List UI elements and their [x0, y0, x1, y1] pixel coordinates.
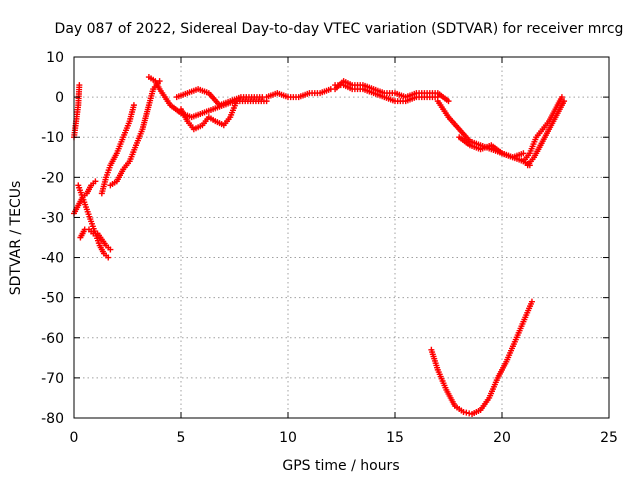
x-tick-label: 5: [177, 430, 186, 446]
data-point: [561, 98, 568, 105]
grid: [74, 57, 609, 418]
series-seg-j: [263, 86, 334, 101]
data-marks: [71, 74, 568, 417]
series-seg-e: [98, 102, 137, 197]
chart-title: Day 087 of 2022, Sidereal Day-to-day VTE…: [55, 21, 624, 37]
series-seg-q: [428, 298, 535, 417]
y-tick-label: -70: [41, 371, 64, 387]
y-tick-label: -50: [41, 291, 64, 307]
series-seg-n: [456, 134, 527, 161]
y-tick-label: -40: [41, 251, 64, 267]
y-tick-label: -60: [41, 331, 64, 347]
x-axis-label: GPS time / hours: [282, 458, 399, 474]
series-seg-d: [77, 226, 114, 253]
series-seg-c: [75, 182, 112, 261]
data-point: [92, 178, 99, 185]
x-tick-label: 25: [600, 430, 618, 446]
y-tick-label: -10: [41, 130, 64, 146]
series-seg-p: [524, 98, 568, 169]
y-tick-label: -80: [41, 411, 64, 427]
data-point: [558, 94, 565, 101]
y-tick-label: -30: [41, 210, 64, 226]
data-point: [520, 150, 527, 157]
data-point: [130, 102, 137, 109]
data-point: [105, 254, 112, 261]
data-point: [445, 98, 452, 105]
axis-ticks: 0 5 10 15 20 25 10 0 -10 -20 -30 -40 -50 -60 -70 -80: [41, 50, 618, 446]
x-tick-label: 10: [279, 430, 297, 446]
y-axis-label: SDTVAR / TECUs: [8, 181, 24, 296]
y-tick-label: 0: [55, 90, 64, 106]
x-tick-label: 15: [386, 430, 404, 446]
data-point: [107, 246, 114, 253]
series-seg-h: [178, 98, 240, 133]
series-seg-l: [332, 78, 452, 105]
x-tick-label: 0: [70, 430, 79, 446]
data-point: [528, 298, 535, 305]
x-tick-label: 20: [493, 430, 511, 446]
series-seg-f: [107, 78, 163, 189]
y-tick-label: 10: [46, 50, 64, 66]
y-tick-label: -20: [41, 170, 64, 186]
data-point: [76, 82, 83, 89]
plot-frame: [73, 56, 610, 419]
series-seg-i: [173, 86, 266, 109]
